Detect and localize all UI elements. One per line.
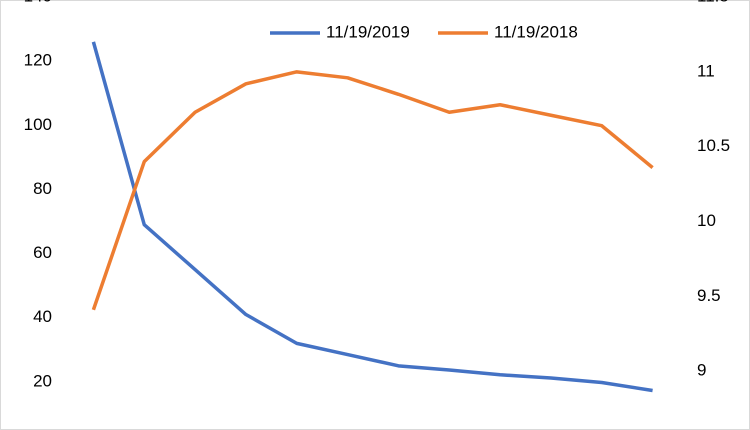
y2-tick-label: 9.5 — [697, 286, 721, 305]
series-line — [91, 41, 653, 393]
legend-label: 11/19/2019 — [326, 22, 410, 41]
legend-label: 11/19/2018 — [494, 22, 578, 41]
y2-tick-label: 10.5 — [697, 136, 730, 155]
y-tick-label: 140 — [24, 0, 52, 5]
y-tick-label: 60 — [33, 243, 52, 262]
y2-tick-label: 10 — [697, 211, 716, 230]
y2-tick-label: 11 — [697, 61, 715, 80]
y2-tick-label: 9 — [697, 361, 706, 380]
y-tick-label: 120 — [24, 51, 52, 70]
y-tick-label: 80 — [33, 179, 52, 198]
series-line — [91, 70, 654, 311]
y-tick-label: 20 — [33, 371, 52, 390]
y-tick-label: 40 — [33, 307, 52, 326]
y-tick-label: 100 — [24, 115, 52, 134]
y2-tick-label: 11.5 — [697, 0, 729, 5]
